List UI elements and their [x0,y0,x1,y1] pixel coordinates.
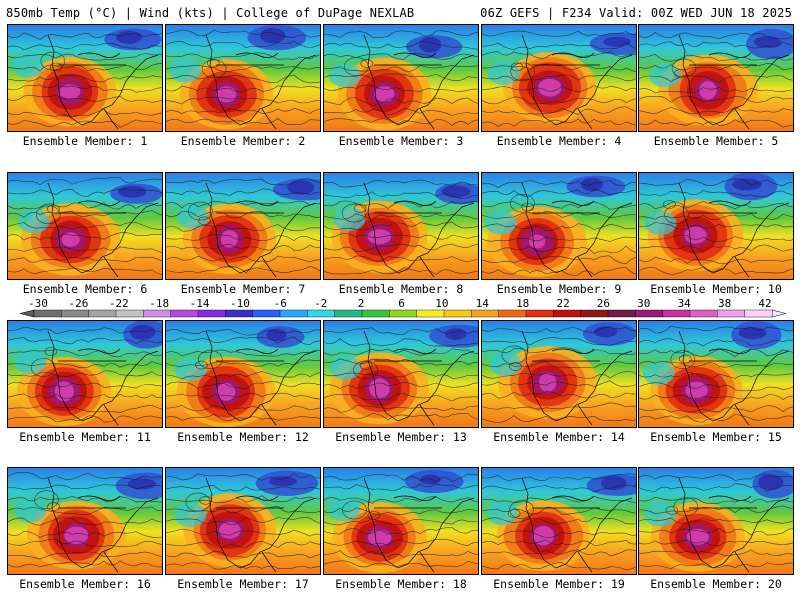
ensemble-member-label: Ensemble Member: 13 [335,430,467,444]
ensemble-member-map [481,320,637,428]
colorbar-swatch [197,309,226,318]
colorbar-tick-label: -30 [28,297,48,310]
colorbar-tick-label: 34 [678,297,692,310]
colorbar-swatch [33,309,62,318]
colorbar-tick-label: -10 [230,297,250,310]
colorbar-swatch [635,309,664,318]
model-run-valid-time: 06Z GEFS | F234 Valid: 00Z WED JUN 18 20… [480,6,792,20]
map-title: 850mb Temp (°C) | Wind (kts) | College o… [6,6,415,20]
colorbar-tick-label: -18 [149,297,169,310]
ensemble-member-label: Ensemble Member: 10 [650,282,782,296]
colorbar-swatch [471,309,500,318]
colorbar-max-arrow [771,309,786,318]
colorbar-swatch [115,309,144,318]
colorbar-swatch [307,309,336,318]
ensemble-member-map [481,172,637,280]
ensemble-member-label: Ensemble Member: 15 [650,430,782,444]
colorbar-tick-label: 14 [476,297,490,310]
ensemble-member-map [323,24,479,132]
colorbar-swatch [279,309,308,318]
ensemble-member-label: Ensemble Member: 14 [493,430,625,444]
ensemble-member-label: Ensemble Member: 3 [338,134,464,148]
colorbar-min-arrow [20,309,35,318]
colorbar-tick-label: -22 [109,297,129,310]
colorbar-tick-label: 10 [435,297,448,310]
ensemble-member-map [638,24,794,132]
colorbar-swatch [252,309,281,318]
ensemble-member-label: Ensemble Member: 8 [338,282,464,296]
ensemble-member-label: Ensemble Member: 11 [19,430,151,444]
colorbar-swatch [553,309,582,318]
ensemble-member-label: Ensemble Member: 7 [180,282,306,296]
ensemble-member-label: Ensemble Member: 4 [496,134,622,148]
colorbar-tick-label: 30 [637,297,650,310]
colorbar-swatch [662,309,691,318]
colorbar-tick-label: -6 [274,297,287,310]
ensemble-member-label: Ensemble Member: 1 [22,134,148,148]
ensemble-member-map [7,467,163,575]
temperature-colorbar: -30 -26 -22 -18 -14 -10 -6 -2 2 6 10 14 18 22 26 30 34 38… [20,297,786,318]
ensemble-member-label: Ensemble Member: 5 [653,134,779,148]
ensemble-member-label: Ensemble Member: 16 [19,577,151,591]
colorbar-tick-label: 18 [516,297,529,310]
ensemble-member-label: Ensemble Member: 9 [496,282,622,296]
colorbar-swatch [607,309,636,318]
ensemble-member-map [7,172,163,280]
ensemble-member-map [165,24,321,132]
colorbar-swatch [389,309,418,318]
colorbar-tick-label: 38 [718,297,731,310]
ensemble-member-map [481,24,637,132]
ensemble-member-map [638,172,794,280]
ensemble-member-map [7,24,163,132]
colorbar-swatch [689,309,718,318]
ensemble-member-map [638,320,794,428]
ensemble-member-map [165,320,321,428]
ensemble-member-map [481,467,637,575]
ensemble-member-map [323,320,479,428]
colorbar-swatch [525,309,554,318]
colorbar-tick-label: -2 [314,297,327,310]
colorbar-swatch [717,309,746,318]
ensemble-member-map [165,172,321,280]
colorbar-tick-label: -14 [190,297,210,310]
colorbar-swatch [143,309,172,318]
ensemble-member-label: Ensemble Member: 6 [22,282,148,296]
ensemble-member-label: Ensemble Member: 18 [335,577,467,591]
colorbar-swatch [88,309,117,318]
ensemble-member-map [7,320,163,428]
ensemble-member-label: Ensemble Member: 17 [177,577,309,591]
ensemble-member-map [165,467,321,575]
colorbar-swatch [416,309,445,318]
colorbar-tick-label: 26 [597,297,610,310]
ensemble-member-map [323,172,479,280]
ensemble-member-map [638,467,794,575]
colorbar-tick-label: 22 [556,297,569,310]
colorbar-tick-label: 42 [758,297,771,310]
colorbar-tick-label: 2 [358,297,365,310]
colorbar-tick-label: 6 [398,297,405,310]
ensemble-member-label: Ensemble Member: 2 [180,134,306,148]
colorbar-swatch [334,309,363,318]
colorbar-swatch [170,309,199,318]
colorbar-tick-label: -26 [68,297,88,310]
colorbar-swatch [361,309,390,318]
colorbar-swatch [61,309,90,318]
ensemble-member-label: Ensemble Member: 20 [650,577,782,591]
ensemble-member-map [323,467,479,575]
colorbar-swatch [225,309,254,318]
colorbar-swatch [498,309,527,318]
colorbar-swatch [580,309,609,318]
colorbar-swatch [744,309,773,318]
ensemble-member-label: Ensemble Member: 12 [177,430,309,444]
ensemble-member-label: Ensemble Member: 19 [493,577,625,591]
colorbar-swatch [443,309,472,318]
